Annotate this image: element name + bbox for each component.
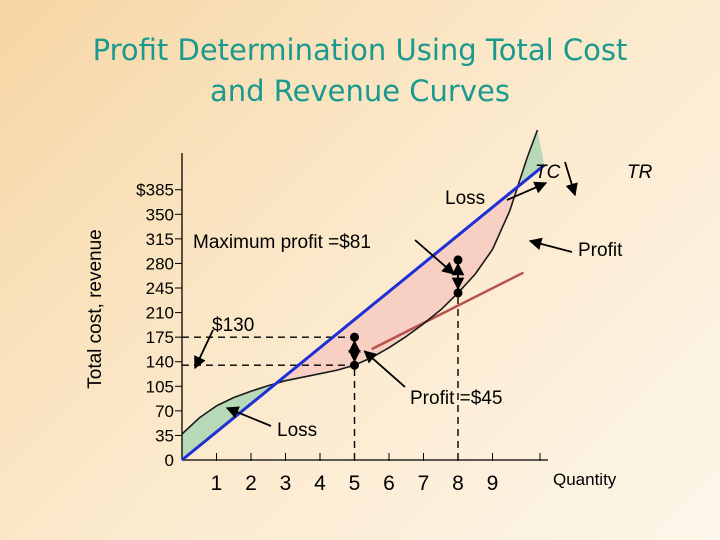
y-tick-label: 350 [146, 205, 174, 224]
data-point [350, 360, 359, 370]
profit-45-pointer-arrow [363, 350, 406, 388]
loss-bottom-pointer-arrow [225, 406, 272, 427]
y-tick-label: 105 [146, 377, 174, 396]
x-tick-label: 1 [211, 472, 223, 495]
y-tick-label: 245 [146, 279, 174, 298]
y-tick-label: 140 [146, 353, 174, 372]
y-tick-label: 210 [146, 304, 174, 323]
loss-label-top: Loss [445, 188, 485, 209]
x-tick-label: 7 [418, 472, 430, 495]
loss-top-pointer-arrow [506, 181, 548, 201]
y-tick-label: 70 [155, 402, 174, 421]
x-tick-label: 2 [245, 472, 257, 495]
x-tick-label: 5 [349, 472, 361, 495]
title-line-2: and Revenue Curves [210, 74, 510, 108]
profit-pointer-arrow [528, 237, 573, 253]
series-layer [181, 129, 546, 462]
dollar-130-pointer-arrow [194, 329, 214, 370]
data-point [453, 288, 463, 298]
axes: 0 35 70 105 140 175 210 245 280 315 350 $385 1 2 3 4 5 6 7… [85, 153, 617, 495]
slide-title: Profit Determination Using Total Cost an… [0, 30, 720, 112]
x-tick-label: 8 [452, 472, 464, 495]
title-line-1: Profit Determination Using Total Cost [92, 33, 628, 67]
annotation-arrows [194, 161, 578, 427]
loss-region-right [520, 130, 545, 185]
tr-label: TR [627, 162, 653, 183]
x-tick-label: 3 [280, 472, 292, 495]
x-tick-label: 6 [383, 472, 395, 495]
y-axis-label: Total cost, revenue [85, 229, 106, 388]
x-tick-label: 9 [487, 472, 499, 495]
y-tick-label: 175 [146, 328, 174, 347]
tc-pointer-arrow [564, 161, 578, 197]
profit-label: Profit [578, 240, 623, 261]
tc-label: TC [535, 162, 561, 183]
tangent-line [371, 271, 525, 351]
y-tick-label: 315 [146, 230, 174, 249]
y-tick-label: 35 [155, 426, 174, 445]
y-tick-label: 280 [146, 254, 174, 273]
points-layer [350, 255, 463, 370]
labels-layer: TC TR Loss Loss Profit Maximum profit =$81 Pro… [193, 162, 653, 441]
max-profit-pointer-arrow [414, 239, 455, 275]
y-tick-label: $385 [136, 181, 174, 200]
dollar-130-label: $130 [212, 315, 254, 336]
shaded-regions [182, 130, 545, 460]
tr-line [181, 163, 546, 462]
x-tick-label: 4 [314, 472, 326, 495]
maximum-profit-label: Maximum profit =$81 [193, 232, 371, 253]
profit-45-label: Profit =$45 [410, 388, 502, 409]
loss-label-bottom: Loss [277, 420, 317, 441]
data-point [350, 332, 359, 342]
data-point [453, 255, 463, 265]
x-axis-label: Quantity [553, 470, 617, 489]
tc-curve [181, 129, 539, 435]
y-tick-label: 0 [165, 451, 174, 470]
